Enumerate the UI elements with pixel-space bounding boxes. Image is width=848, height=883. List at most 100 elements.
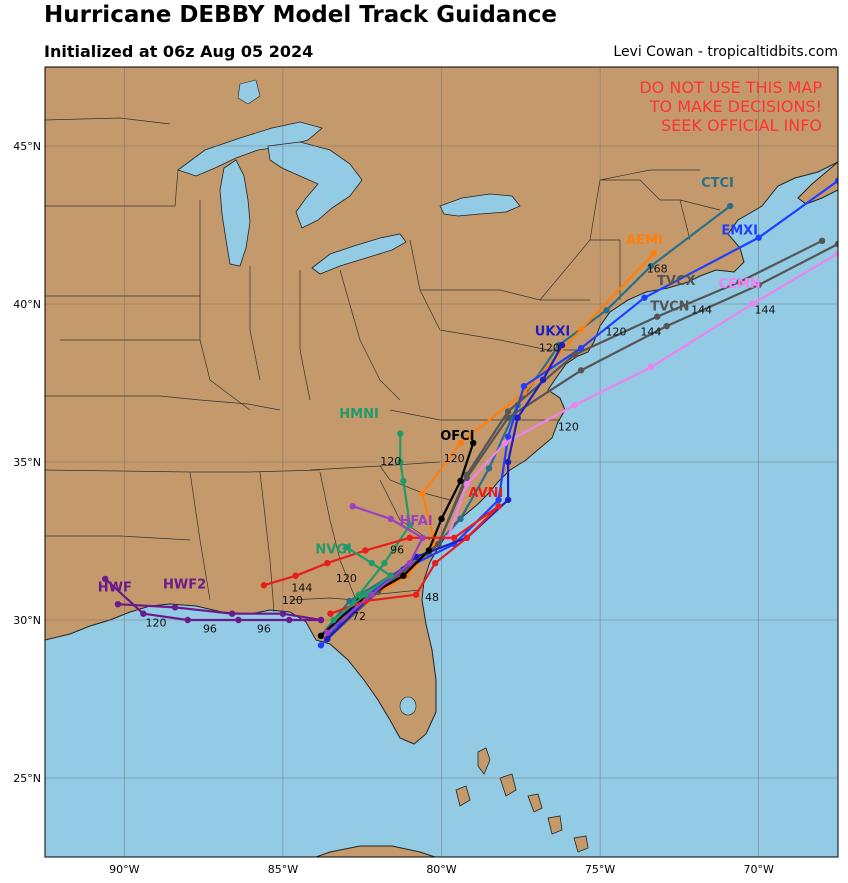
track-point-tvcx [653,313,661,320]
track-line-hwf [104,578,321,622]
axis-labels: 90°W 85°W 80°W 75°W 70°W 25°N 30°N 35°N 40°N 45°N [13,140,774,876]
track-point-nvgi [362,591,369,598]
track-point-hwf2 [279,610,287,617]
lon-tick-label: 80°W [426,863,456,876]
hour-label-tvcx: 144 [691,303,712,316]
state-borders [45,117,721,613]
track-point-nvgi [368,559,375,567]
track-point-avni [450,534,458,542]
track-point-hfai [419,534,426,542]
track-point-ctci [647,262,655,270]
track-point-hwf [286,616,293,624]
track-point-ofci [470,439,477,447]
model-label-ukxi: UKXI [535,325,571,340]
track-point-avni [495,503,502,510]
hour-label-hwf: 120 [146,616,167,629]
track-point-ofci [425,547,433,554]
model-label-ctci: CTCI [701,176,734,191]
lake-erie [311,233,407,275]
hour-label-nvgi: 120 [336,572,357,585]
track-point-ctci [457,515,464,523]
track-point-nvgi [343,544,350,551]
model-label-avni: AVNI [468,486,503,501]
model-label-nvgi: NVGI [315,543,351,558]
model-labels: CTCI AEMI EMXI TVCX TVCN CEMN UKXI HMNI OFCI AVNI… [98,176,761,595]
lat-tick-label: 40°N [13,298,41,311]
lake-michigan [219,159,251,267]
track-point-hwf [184,616,191,624]
track-point-ukxi [539,376,547,384]
track-point-tvcx [504,408,512,415]
model-label-hwf: HWF [98,581,132,596]
track-point-nvgi [330,616,337,624]
track-point-hmni [397,430,404,437]
track-point-emxi [520,382,528,390]
model-label-emxi: EMXI [721,223,758,238]
track-point-ukxi [558,341,566,349]
track-point-hwf2 [317,616,325,624]
lon-tick-label: 85°W [268,863,298,876]
track-point-ctci [726,202,734,210]
track-point-emxi [495,496,502,504]
track-point-tvcn [577,367,585,374]
track-point-avni [412,591,420,598]
track-point-tvcn [755,281,762,289]
track-point-hmni [397,458,404,466]
graticule [45,67,838,857]
track-line-avni [263,505,500,615]
track-point-avni [292,572,299,579]
track-point-ukxi [504,458,512,466]
track-point-aemi [419,490,426,497]
track-point-hwf2 [114,601,122,608]
lat-tick-label: 45°N [13,140,41,153]
track-point-hfai [406,559,413,567]
hour-label-ofci: 120 [444,452,465,465]
track-point-cemn [834,250,838,257]
track-point-emxi [834,177,838,184]
track-point-aemi [457,439,464,447]
hour-label-aemi: 168 [647,262,668,275]
track-point-ctci [485,465,493,472]
track-point-hwf [140,610,147,617]
lake-huron [267,141,363,229]
track-line-hfai [326,505,424,634]
lake-nipigon [237,79,261,105]
track-point-cemn [647,364,655,371]
model-label-hwf2: HWF2 [163,577,206,592]
track-point-ukxi [514,414,521,421]
lon-tick-label: 90°W [109,863,139,876]
track-point-aemi [650,250,658,257]
track-point-hmni [406,522,413,529]
model-label-hfai: HFAI [400,514,433,529]
initialized-time: Initialized at 06z Aug 05 2024 [44,42,314,61]
land-cuba [314,845,437,857]
track-point-ctci [346,597,353,605]
lat-tick-label: 25°N [13,772,41,785]
model-label-tvcn: TVCN [650,299,689,314]
track-point-hfai [387,515,394,523]
track-point-hmni [400,477,407,485]
track-point-tvcn [663,322,670,330]
hour-label-cemn: 120 [558,420,579,433]
model-label-hmni: HMNI [339,407,379,422]
map-frame [44,66,839,858]
track-point-hmni [355,591,363,598]
track-point-tvcn [504,414,512,421]
warning-line-1: DO NOT USE THIS MAP [639,78,822,97]
lon-tick-label: 75°W [585,863,615,876]
model-label-tvcx: TVCX [657,274,696,289]
track-point-nvgi [387,572,394,579]
hour-label-emxi: 120 [605,326,626,339]
track-point-ofci [457,477,464,485]
warning-line-3: SEEK OFFICIAL INFO [661,116,822,135]
track-point-avni [431,559,439,567]
track-point-ofci [317,632,325,639]
lat-tick-label: 30°N [13,614,41,627]
track-point-cemn [501,439,509,447]
lake-superior [177,121,323,177]
track-point-avni [327,610,334,617]
hour-label-avni: 120 [282,594,303,607]
track-point-tvcn [463,474,471,481]
